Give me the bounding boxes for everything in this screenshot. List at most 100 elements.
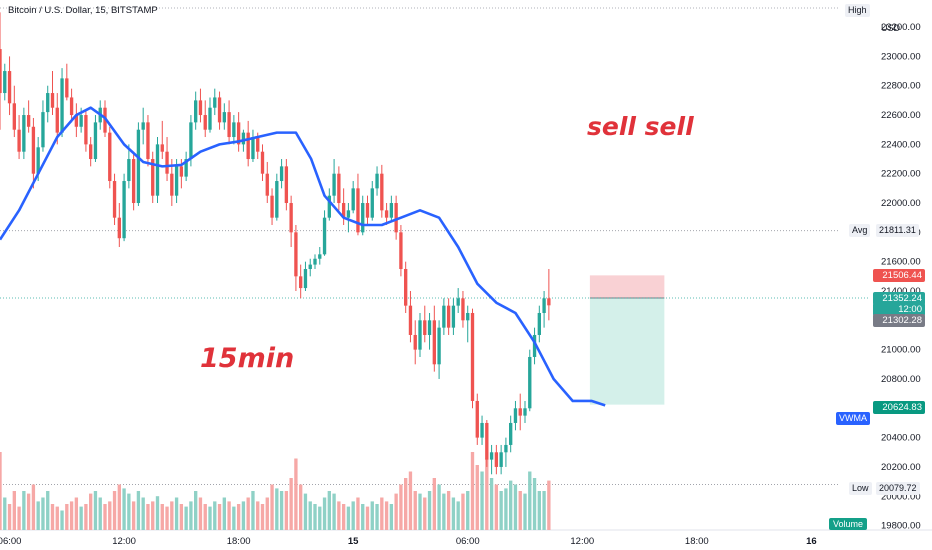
volume-bar (489, 478, 494, 530)
volume-bar (456, 501, 460, 530)
volume-bar (184, 506, 188, 530)
volume-bar (532, 478, 537, 530)
candle-body (356, 188, 360, 233)
x-tick-label: 12:00 (570, 536, 594, 547)
volume-bar (284, 491, 289, 530)
candle-body (327, 195, 331, 218)
candle-body (160, 144, 164, 152)
volume-bar (327, 491, 331, 530)
volume-bar (260, 504, 265, 530)
target-price-tag: 20624.83 (873, 401, 925, 414)
volume-bar (36, 501, 40, 530)
volume-bar (418, 493, 422, 530)
candle-body (12, 103, 16, 130)
volume-bar (265, 497, 269, 530)
volume-bar (365, 506, 370, 530)
volume-bar (308, 501, 312, 530)
candle-body (208, 107, 212, 130)
volume-bar (370, 501, 374, 530)
candle-body (69, 97, 74, 116)
candle-body (322, 217, 327, 255)
currency-label: USD (881, 23, 901, 33)
candle-body (127, 159, 131, 182)
volume-bar (537, 491, 541, 530)
current-price-tag: 21352.24 (873, 292, 925, 305)
candle-body (437, 327, 441, 365)
volume-bar (3, 497, 7, 530)
volume-bar (399, 484, 403, 530)
candle-body (456, 298, 460, 306)
volume-bar (322, 497, 327, 530)
candle-body (399, 232, 403, 269)
y-tick-label: 21000.00 (881, 345, 921, 356)
candle-body (446, 305, 451, 328)
volume-bar (384, 501, 389, 530)
avg-price-tag: 21811.31 (876, 224, 919, 237)
volume-bar (203, 504, 207, 530)
volume-bar (208, 506, 212, 530)
stop-price-tag: 21506.44 (873, 269, 925, 282)
candle-body (380, 173, 384, 211)
candle-body (528, 356, 532, 409)
volume-bar (423, 497, 427, 530)
candle-body (346, 210, 351, 218)
candle-body (475, 400, 479, 438)
candle-body (174, 166, 179, 196)
candle-body (93, 122, 98, 160)
candle-body (146, 122, 150, 160)
candle-body (155, 144, 160, 196)
volume-bar (504, 488, 508, 530)
x-tick-label: 15 (348, 536, 359, 547)
volume-bar (318, 506, 322, 530)
avg-label: Avg (849, 224, 871, 237)
x-tick-label: 12:00 (112, 536, 136, 547)
candle-body (194, 100, 198, 123)
candle-body (17, 129, 21, 152)
candle-body (179, 166, 184, 177)
volume-bar (165, 506, 169, 530)
volume-bar (198, 497, 203, 530)
candle-body (370, 188, 374, 218)
candle-body (170, 173, 174, 196)
candle-body (60, 78, 64, 133)
candle-body (213, 97, 217, 108)
volume-bar (475, 465, 479, 530)
candle-body (31, 126, 36, 174)
volume-bar (528, 471, 532, 530)
y-tick-label: 20400.00 (881, 433, 921, 444)
timeframe-annotation: 15min (200, 343, 295, 374)
candle-body (270, 195, 274, 218)
volume-bar (236, 504, 241, 530)
volume-bar (232, 506, 236, 530)
y-tick-label: 23000.00 (881, 51, 921, 62)
y-tick-label: 22000.00 (881, 198, 921, 209)
volume-bar (313, 504, 317, 530)
candle-body (241, 132, 246, 145)
volume-bar (213, 501, 217, 530)
candle-body (189, 122, 193, 160)
candle-body (122, 181, 126, 239)
y-tick-label: 22600.00 (881, 110, 921, 121)
volume-bar (351, 501, 355, 530)
volume-bar (12, 491, 16, 530)
candle-body (518, 408, 522, 416)
vwma-line (0, 106, 606, 407)
candle-body (36, 147, 40, 174)
candle-body (198, 100, 203, 116)
volume-bar (98, 497, 102, 530)
volume-bar (470, 452, 475, 530)
candle-body (332, 173, 336, 196)
high-label: High (845, 4, 870, 17)
volume-bar (227, 501, 231, 530)
candle-body (260, 151, 265, 174)
candle-body (22, 115, 26, 152)
candle-body (256, 137, 260, 152)
volume-bar (122, 488, 126, 530)
candle-body (299, 276, 303, 289)
y-tick-label: 20000.00 (881, 491, 921, 502)
countdown-tag: 12:00 (873, 303, 925, 316)
volume-bar (50, 504, 55, 530)
volume-bar (299, 484, 303, 530)
volume-bar (7, 504, 12, 530)
